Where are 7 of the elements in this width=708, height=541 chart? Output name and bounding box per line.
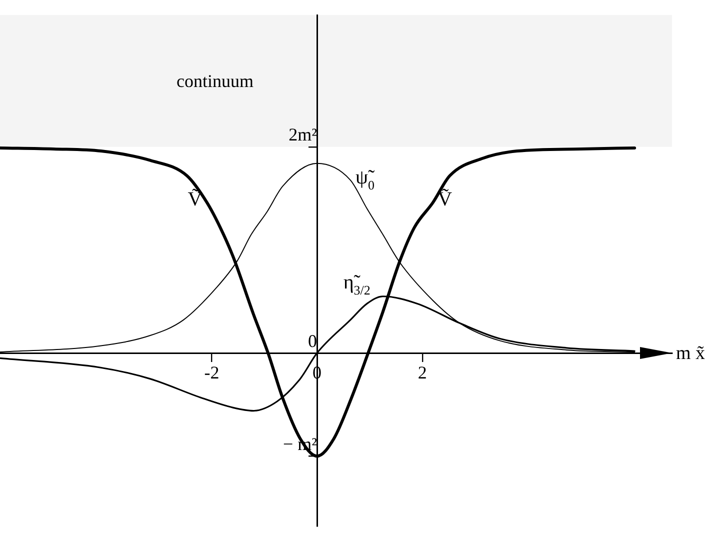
text: Ṽ (438, 188, 452, 211)
band-label: continuum (176, 70, 254, 91)
x-tick-label: 2 (418, 362, 427, 383)
y-tick-label: 0 (308, 330, 318, 351)
y-tick-label: 2m² (288, 124, 318, 145)
x-axis-title: m x̃ (676, 343, 706, 364)
x-tick-label: -2 (204, 362, 220, 383)
